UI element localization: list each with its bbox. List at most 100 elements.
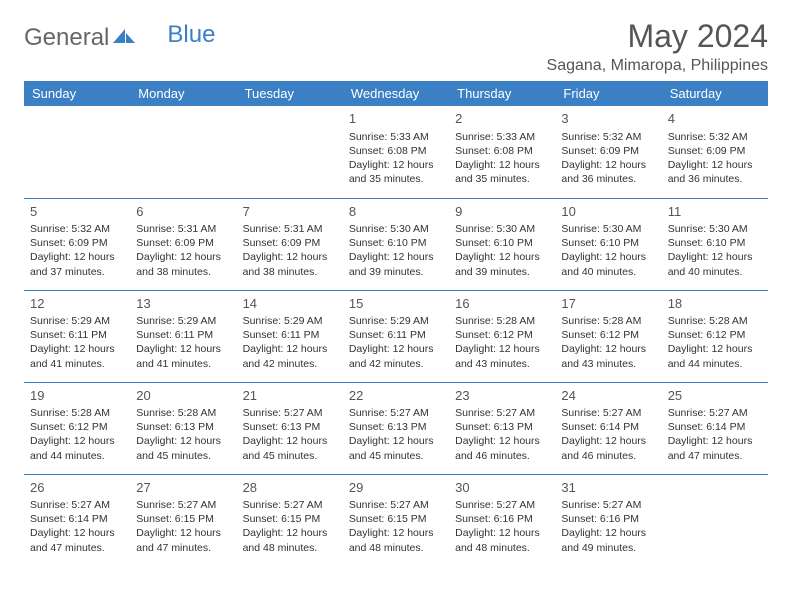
cell-detail: Daylight: 12 hours [136, 342, 230, 356]
day-number: 17 [561, 295, 655, 313]
cell-detail: Sunset: 6:14 PM [668, 420, 762, 434]
cell-detail: Sunrise: 5:27 AM [30, 498, 124, 512]
cell-detail: Sunset: 6:15 PM [243, 512, 337, 526]
cell-detail: Sunset: 6:09 PM [30, 236, 124, 250]
cell-detail: Sunrise: 5:28 AM [455, 314, 549, 328]
cell-detail: Daylight: 12 hours [136, 526, 230, 540]
cell-detail: and 45 minutes. [349, 449, 443, 463]
cell-detail: Daylight: 12 hours [561, 250, 655, 264]
day-number: 24 [561, 387, 655, 405]
calendar-cell: 26Sunrise: 5:27 AMSunset: 6:14 PMDayligh… [24, 474, 130, 566]
cell-detail: Daylight: 12 hours [455, 434, 549, 448]
cell-detail: and 38 minutes. [136, 265, 230, 279]
cell-detail: Sunset: 6:14 PM [561, 420, 655, 434]
weekday-header: Saturday [662, 81, 768, 106]
cell-detail: Sunrise: 5:32 AM [561, 130, 655, 144]
calendar-cell: 31Sunrise: 5:27 AMSunset: 6:16 PMDayligh… [555, 474, 661, 566]
cell-detail: and 43 minutes. [561, 357, 655, 371]
cell-detail: and 41 minutes. [136, 357, 230, 371]
cell-detail: and 46 minutes. [561, 449, 655, 463]
cell-detail: Daylight: 12 hours [561, 434, 655, 448]
calendar-cell [662, 474, 768, 566]
cell-detail: Daylight: 12 hours [136, 250, 230, 264]
day-number: 18 [668, 295, 762, 313]
calendar-cell: 5Sunrise: 5:32 AMSunset: 6:09 PMDaylight… [24, 198, 130, 290]
day-number: 16 [455, 295, 549, 313]
day-number: 13 [136, 295, 230, 313]
cell-detail: Sunrise: 5:29 AM [349, 314, 443, 328]
calendar-cell: 13Sunrise: 5:29 AMSunset: 6:11 PMDayligh… [130, 290, 236, 382]
cell-detail: Sunset: 6:13 PM [136, 420, 230, 434]
calendar-week: 1 Sunrise: 5:33 AM Sunset: 6:08 PM Daylight… [24, 106, 768, 198]
calendar-cell: 23Sunrise: 5:27 AMSunset: 6:13 PMDayligh… [449, 382, 555, 474]
cell-detail: Sunrise: 5:32 AM [30, 222, 124, 236]
cell-detail: Sunset: 6:12 PM [30, 420, 124, 434]
calendar-cell: 14Sunrise: 5:29 AMSunset: 6:11 PMDayligh… [237, 290, 343, 382]
cell-detail: Sunset: 6:09 PM [561, 144, 655, 158]
calendar-cell: 3Sunrise: 5:32 AMSunset: 6:09 PMDaylight… [555, 106, 661, 198]
cell-detail: Sunset: 6:15 PM [349, 512, 443, 526]
day-number: 31 [561, 479, 655, 497]
cell-detail: Sunrise: 5:29 AM [30, 314, 124, 328]
cell-detail: and 42 minutes. [243, 357, 337, 371]
calendar-cell: 21Sunrise: 5:27 AMSunset: 6:13 PMDayligh… [237, 382, 343, 474]
cell-detail: Sunset: 6:10 PM [561, 236, 655, 250]
calendar-cell: 28Sunrise: 5:27 AMSunset: 6:15 PMDayligh… [237, 474, 343, 566]
day-number: 27 [136, 479, 230, 497]
day-number: 1 [349, 110, 443, 128]
cell-detail: and 47 minutes. [30, 541, 124, 555]
calendar-week: 26Sunrise: 5:27 AMSunset: 6:14 PMDayligh… [24, 474, 768, 566]
cell-detail: Sunset: 6:12 PM [561, 328, 655, 342]
day-number: 15 [349, 295, 443, 313]
cell-detail: Sunset: 6:12 PM [668, 328, 762, 342]
calendar-cell: 30Sunrise: 5:27 AMSunset: 6:16 PMDayligh… [449, 474, 555, 566]
day-number: 30 [455, 479, 549, 497]
day-number: 8 [349, 203, 443, 221]
cell-detail: Sunrise: 5:27 AM [136, 498, 230, 512]
calendar-week: 5Sunrise: 5:32 AMSunset: 6:09 PMDaylight… [24, 198, 768, 290]
cell-detail: Sunset: 6:09 PM [243, 236, 337, 250]
cell-detail: and 38 minutes. [243, 265, 337, 279]
cell-detail: Daylight: 12 hours [349, 250, 443, 264]
calendar-week: 19Sunrise: 5:28 AMSunset: 6:12 PMDayligh… [24, 382, 768, 474]
calendar-cell [237, 106, 343, 198]
weekday-header: Tuesday [237, 81, 343, 106]
cell-detail: Sunrise: 5:29 AM [136, 314, 230, 328]
cell-detail: Sunrise: 5:32 AM [668, 130, 762, 144]
cell-detail: Sunrise: 5:30 AM [668, 222, 762, 236]
cell-detail: Sunset: 6:13 PM [243, 420, 337, 434]
day-number: 11 [668, 203, 762, 221]
calendar-cell: 18Sunrise: 5:28 AMSunset: 6:12 PMDayligh… [662, 290, 768, 382]
cell-detail: and 44 minutes. [668, 357, 762, 371]
month-title: May 2024 [547, 18, 768, 55]
calendar-cell: 20Sunrise: 5:28 AMSunset: 6:13 PMDayligh… [130, 382, 236, 474]
cell-detail: Daylight: 12 hours [668, 250, 762, 264]
cell-detail: Sunrise: 5:27 AM [561, 498, 655, 512]
cell-detail: Sunrise: 5:33 AM [455, 130, 549, 144]
title-block: May 2024 Sagana, Mimaropa, Philippines [547, 18, 768, 75]
calendar-cell: 29Sunrise: 5:27 AMSunset: 6:15 PMDayligh… [343, 474, 449, 566]
cell-detail: Sunset: 6:11 PM [243, 328, 337, 342]
day-number: 22 [349, 387, 443, 405]
cell-detail: Daylight: 12 hours [668, 158, 762, 172]
cell-detail: and 49 minutes. [561, 541, 655, 555]
calendar-cell: 16Sunrise: 5:28 AMSunset: 6:12 PMDayligh… [449, 290, 555, 382]
cell-detail: Daylight: 12 hours [243, 526, 337, 540]
cell-detail: Sunrise: 5:31 AM [136, 222, 230, 236]
cell-detail: and 35 minutes. [455, 172, 549, 186]
cell-detail: Sunset: 6:12 PM [455, 328, 549, 342]
cell-detail: Daylight: 12 hours [243, 250, 337, 264]
cell-detail: and 48 minutes. [455, 541, 549, 555]
cell-detail: Sunrise: 5:27 AM [455, 498, 549, 512]
cell-detail: Sunset: 6:08 PM [349, 144, 443, 158]
cell-detail: Daylight: 12 hours [349, 526, 443, 540]
cell-detail: Sunset: 6:10 PM [349, 236, 443, 250]
weekday-header: Friday [555, 81, 661, 106]
cell-detail: and 37 minutes. [30, 265, 124, 279]
cell-detail: Sunrise: 5:27 AM [349, 498, 443, 512]
calendar-cell: 4Sunrise: 5:32 AMSunset: 6:09 PMDaylight… [662, 106, 768, 198]
brand-text-2: Blue [167, 21, 215, 49]
day-number: 2 [455, 110, 549, 128]
calendar-cell [24, 106, 130, 198]
cell-detail: Daylight: 12 hours [561, 158, 655, 172]
